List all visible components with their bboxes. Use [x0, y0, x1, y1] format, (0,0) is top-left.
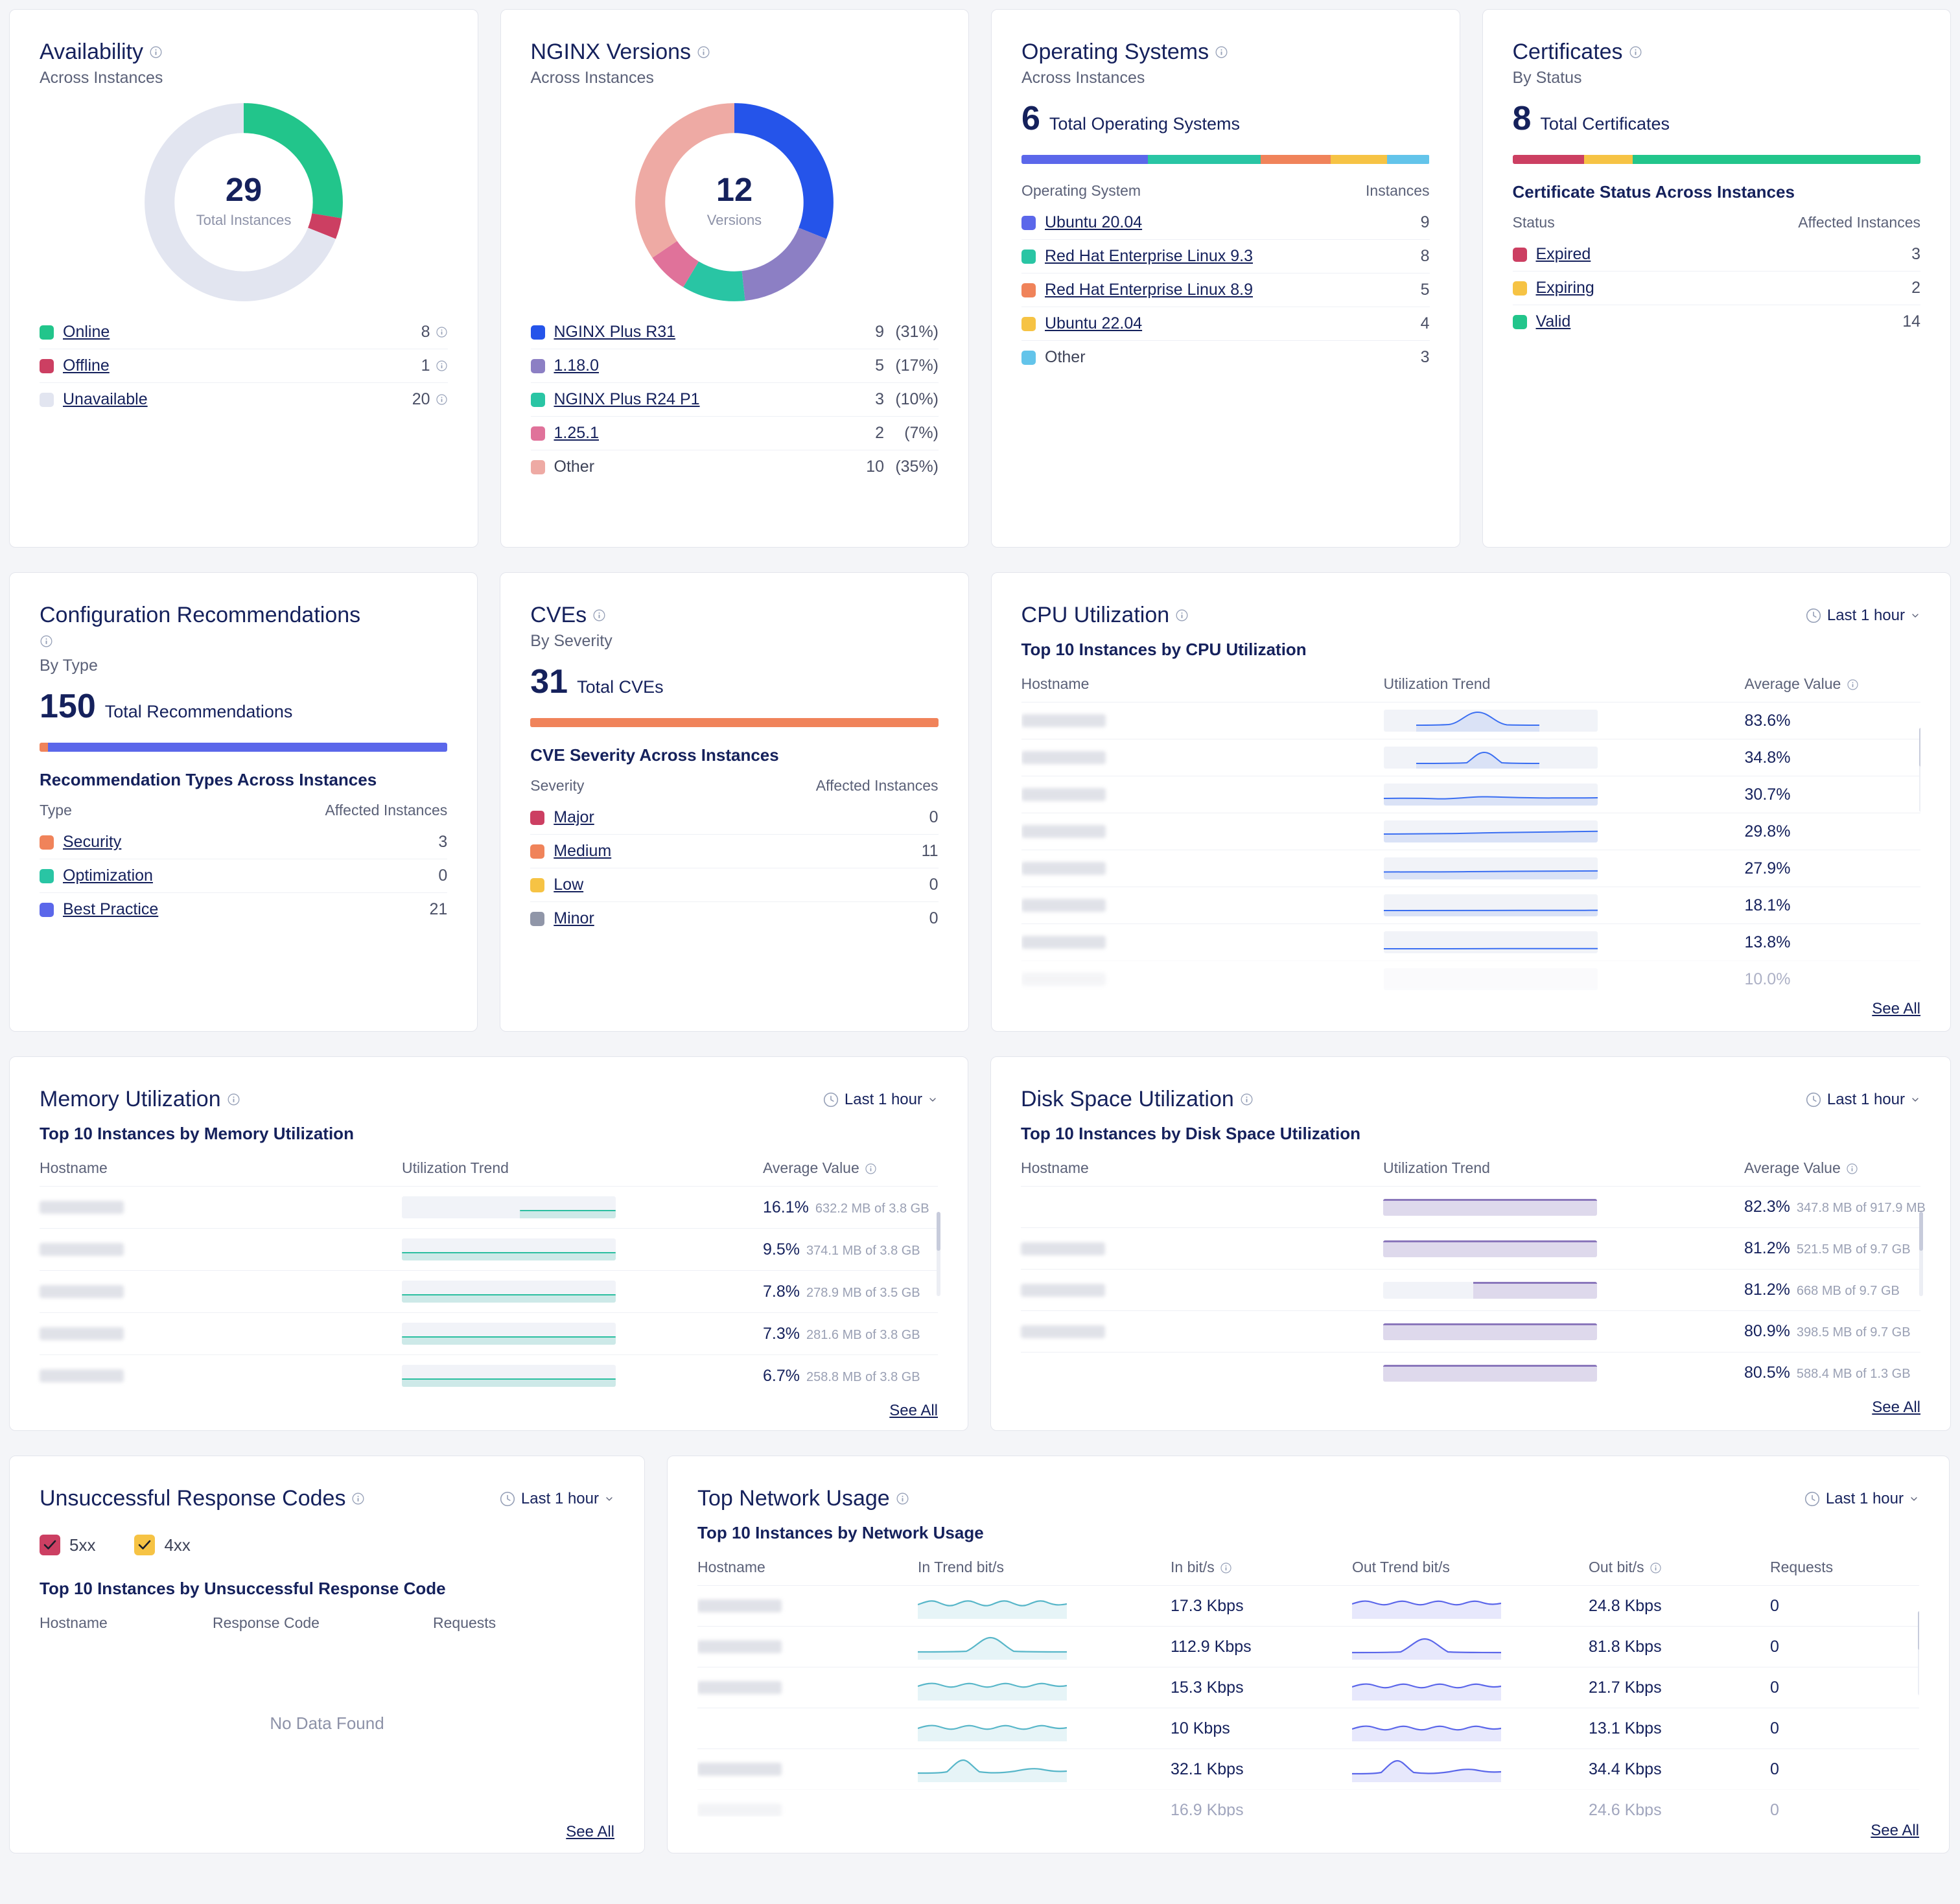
- svg-text:Versions: Versions: [707, 212, 762, 228]
- svg-text:29: 29: [226, 171, 262, 208]
- svg-text:Total Instances: Total Instances: [196, 212, 291, 228]
- svg-text:12: 12: [716, 171, 752, 208]
